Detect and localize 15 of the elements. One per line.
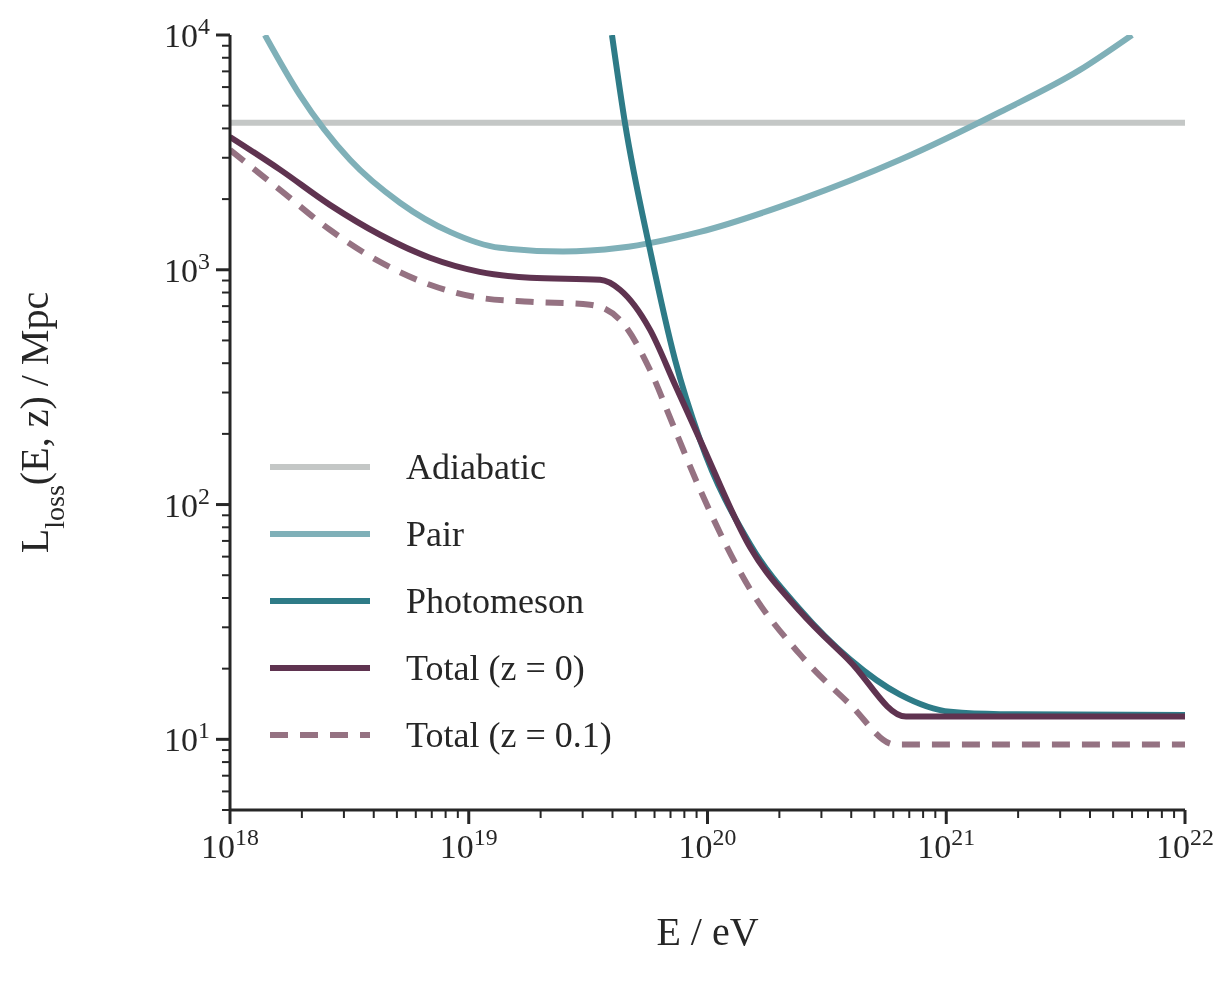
y-tick-label: 10$^{1}$ <box>164 717 210 759</box>
legend-label: Pair <box>406 513 464 554</box>
x-tick-label: 10$^{19}$ <box>439 824 498 865</box>
legend-label: Total (z = 0) <box>406 647 585 688</box>
x-tick-label: 10$^{22}$ <box>1156 824 1214 865</box>
legend-label: Adiabatic <box>406 446 546 487</box>
y-tick-label: 10$^{3}$ <box>164 247 210 289</box>
x-tick-label: 10$^{18}$ <box>201 824 259 865</box>
x-tick-label: 10$^{20}$ <box>678 824 737 865</box>
y-tick-label: 10$^{2}$ <box>164 482 210 524</box>
y-tick-label: 10$^{4}$ <box>164 13 211 54</box>
x-axis-title: E / eV <box>656 909 759 954</box>
legend-label: Total (z = 0.1) <box>406 714 612 755</box>
x-tick-label: 10$^{21}$ <box>917 824 976 865</box>
legend-label: Photomeson <box>406 580 585 621</box>
